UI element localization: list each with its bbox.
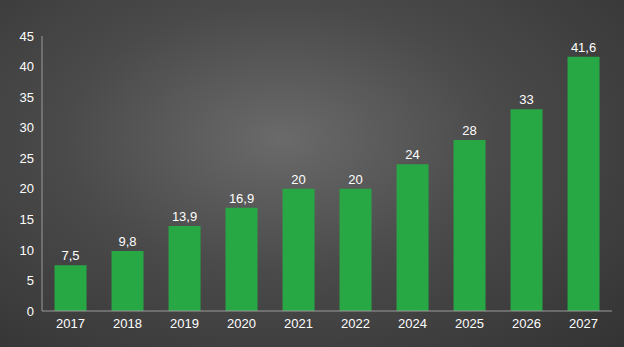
svg-text:16,9: 16,9 <box>229 191 254 206</box>
svg-text:2024: 2024 <box>398 316 427 331</box>
svg-text:35: 35 <box>20 90 34 105</box>
svg-text:33: 33 <box>519 92 533 107</box>
svg-text:13,9: 13,9 <box>172 209 197 224</box>
svg-text:41,6: 41,6 <box>571 40 596 55</box>
svg-text:30: 30 <box>20 120 34 135</box>
svg-text:45: 45 <box>20 29 34 44</box>
svg-text:5: 5 <box>27 273 34 288</box>
svg-text:2018: 2018 <box>113 316 142 331</box>
svg-text:2019: 2019 <box>170 316 199 331</box>
svg-text:28: 28 <box>462 123 476 138</box>
svg-text:20: 20 <box>291 172 305 187</box>
svg-text:24: 24 <box>405 147 419 162</box>
svg-text:2021: 2021 <box>284 316 313 331</box>
svg-text:7,5: 7,5 <box>62 248 80 263</box>
svg-text:40: 40 <box>20 59 34 74</box>
svg-text:9,8: 9,8 <box>119 234 137 249</box>
svg-text:2022: 2022 <box>341 316 370 331</box>
svg-text:25: 25 <box>20 151 34 166</box>
svg-text:2026: 2026 <box>512 316 541 331</box>
svg-text:0: 0 <box>27 304 34 319</box>
svg-text:2025: 2025 <box>455 316 484 331</box>
svg-text:2027: 2027 <box>569 316 598 331</box>
svg-text:15: 15 <box>20 212 34 227</box>
svg-text:10: 10 <box>20 243 34 258</box>
svg-text:20: 20 <box>20 181 34 196</box>
svg-text:2017: 2017 <box>56 316 85 331</box>
svg-text:20: 20 <box>348 172 362 187</box>
svg-text:2020: 2020 <box>227 316 256 331</box>
